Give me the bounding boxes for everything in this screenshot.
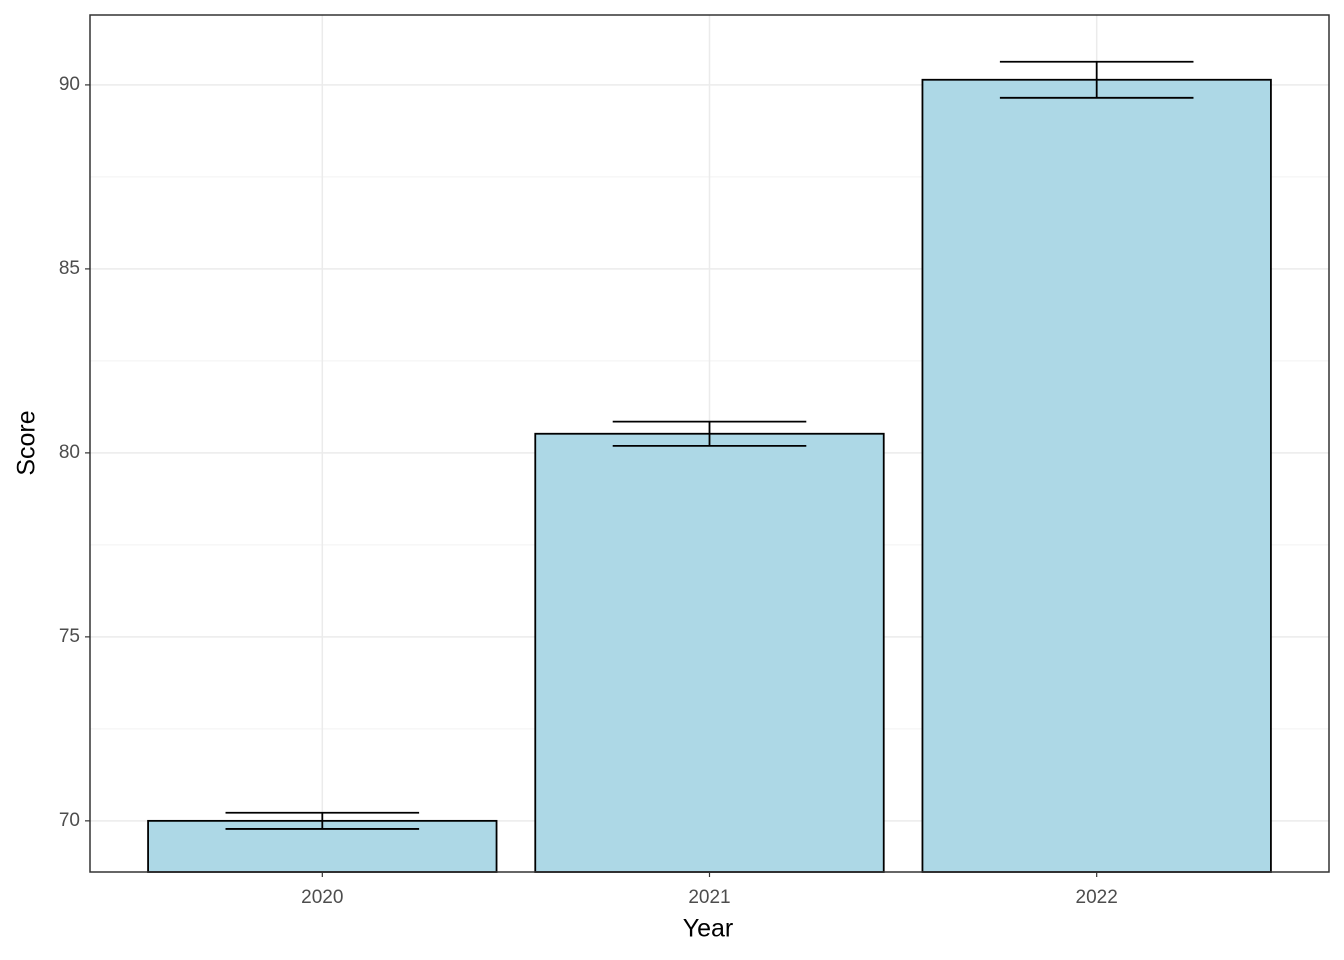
y-tick-label: 90 (59, 74, 80, 95)
y-tick-label: 85 (59, 258, 80, 279)
y-axis-title: Score (13, 410, 41, 475)
bar (534, 432, 885, 873)
x-tick-label: 2020 (301, 887, 343, 908)
x-axis-title: Year (683, 915, 734, 943)
panel-border (89, 14, 1330, 873)
x-tick-label: 2021 (688, 887, 730, 908)
y-tick-label: 80 (59, 442, 80, 463)
y-tick-label: 70 (59, 810, 80, 831)
x-tick-label: 2022 (1076, 887, 1118, 908)
bar (921, 78, 1272, 873)
y-tick-label: 75 (59, 626, 80, 647)
